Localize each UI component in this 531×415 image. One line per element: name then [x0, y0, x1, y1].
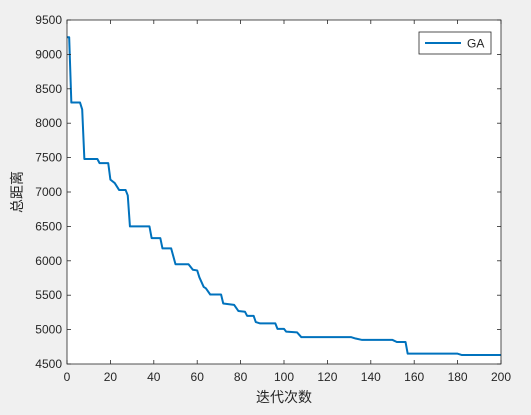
- x-tick-label: 40: [147, 370, 161, 384]
- y-tick-label: 7500: [35, 151, 62, 165]
- y-axis-title: 总距离: [9, 171, 26, 213]
- x-tick-label: 20: [104, 370, 118, 384]
- x-tick-label: 200: [491, 370, 511, 384]
- plot-area: [67, 20, 501, 364]
- y-tick-label: 4500: [35, 357, 62, 371]
- x-axis-title: 迭代次数: [256, 390, 312, 406]
- y-tick-label: 9500: [35, 13, 62, 27]
- y-tick-label: 5000: [35, 323, 62, 337]
- series-layer: [67, 36, 501, 357]
- y-tick-label: 6000: [35, 254, 62, 268]
- legend: GA: [418, 31, 492, 55]
- x-tick-label: 180: [448, 370, 468, 384]
- y-tick-label: 8000: [35, 116, 62, 130]
- x-tick-label: 80: [234, 370, 248, 384]
- x-tick-label: 100: [274, 370, 294, 384]
- legend-label-ga: GA: [467, 37, 484, 51]
- y-tick-label: 9000: [35, 47, 62, 61]
- y-tick-label: 8500: [35, 82, 62, 96]
- x-tick-label: 120: [317, 370, 337, 384]
- y-tick-label: 6500: [35, 219, 62, 233]
- x-tick-label: 60: [191, 370, 205, 384]
- x-tick-label: 160: [404, 370, 424, 384]
- y-tick-label: 7000: [35, 185, 62, 199]
- x-tick-label: 0: [64, 370, 71, 384]
- x-tick-label: 140: [361, 370, 381, 384]
- y-tick-label: 5500: [35, 288, 62, 302]
- ticks-layer: 0 20 40 60 80 100 120 140 160 180 200 4500 5000 5500 6…: [35, 13, 511, 384]
- series-line-ga: [67, 36, 501, 357]
